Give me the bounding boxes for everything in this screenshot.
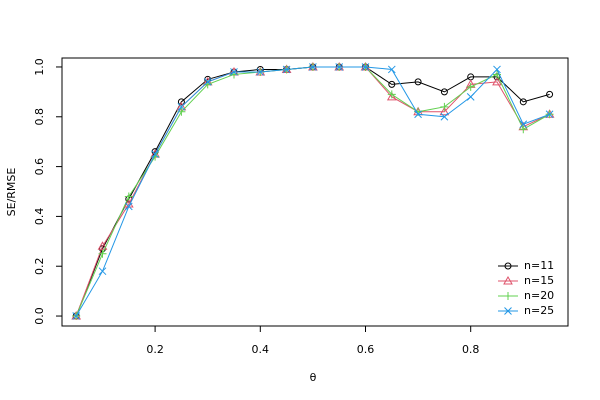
y-tick-label: 1.0 [33,58,46,76]
legend-marker [503,275,513,285]
x-tick-label: 0.4 [252,343,270,356]
x-axis-label: θ [310,371,317,384]
data-point [387,90,396,99]
series-line [75,66,550,317]
y-axis-label: SE/RMSE [5,168,18,217]
data-point [97,241,108,250]
data-point [439,106,450,116]
series-line [75,66,550,317]
data-point [98,249,107,258]
y-tick-label: 0.0 [33,307,46,325]
data-point [98,267,107,276]
data-point [388,80,396,88]
y-tick-label: 0.4 [33,208,46,226]
data-point [282,65,291,74]
data-point [124,192,133,201]
legend-label: n=25 [524,304,554,317]
data-point [492,76,502,86]
data-point [124,202,133,211]
x-tick-label: 0.6 [357,343,375,356]
data-point [440,88,448,96]
data-point [309,63,317,71]
data-point [466,82,475,91]
data-point [177,102,186,111]
series-line [75,66,550,317]
plot-box [61,57,569,327]
data-point [151,150,159,158]
series-line [75,66,550,317]
y-tick-label: 0.8 [33,108,46,126]
data-point [414,78,422,86]
data-point [361,63,370,71]
data-point [230,68,238,76]
data-point [72,312,81,320]
data-point [386,91,397,101]
data-point [519,120,528,129]
x-tick-label: 0.8 [462,343,480,356]
legend-marker [504,292,512,300]
data-point [256,68,265,76]
legend-marker [504,307,512,315]
data-point [493,65,501,74]
data-point [440,112,449,121]
x-tick-label: 0.2 [146,343,164,356]
legend-marker [504,262,512,270]
data-point [440,102,449,111]
data-point [203,78,212,86]
data-point [335,63,344,71]
legend-label: n=20 [524,289,554,302]
data-point [387,65,396,74]
data-point [414,110,422,119]
y-tick-label: 0.6 [33,158,46,176]
data-point [177,98,185,106]
data-point [519,98,527,106]
data-point [466,93,475,101]
data-point [519,125,528,134]
legend-label: n=15 [524,274,554,287]
y-tick-label: 0.2 [33,257,46,275]
data-point [546,90,554,98]
legend-label: n=11 [524,259,554,272]
data-point [545,110,554,119]
